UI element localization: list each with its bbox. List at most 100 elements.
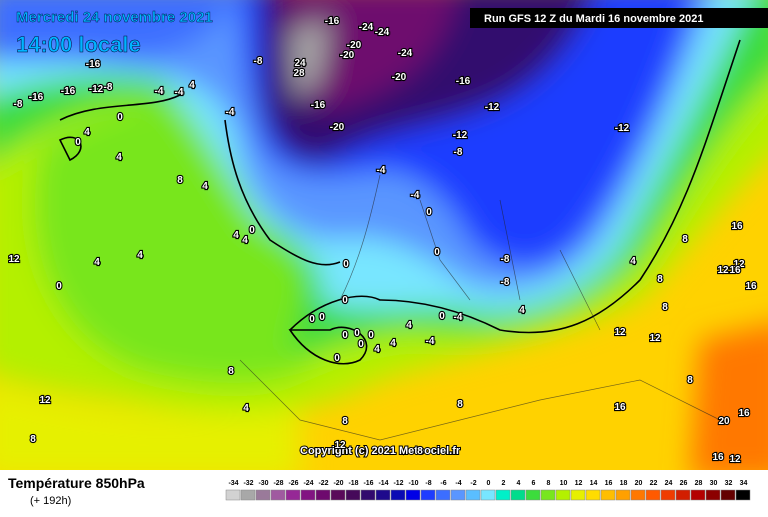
legend-swatch (345, 489, 361, 501)
contour-label: 12 (729, 454, 741, 465)
contour-label: 16 (729, 265, 741, 276)
legend-swatch (240, 489, 256, 501)
contour-label: -12 (453, 130, 468, 141)
contour-label: 16 (745, 281, 757, 292)
contour-label: -20 (330, 122, 345, 133)
contour-label: 16 (614, 402, 626, 413)
contour-label: -16 (456, 76, 471, 87)
contour-label: 8 (687, 375, 693, 386)
contour-label: 16 (731, 221, 743, 232)
contour-label: 8 (417, 446, 423, 457)
legend-swatch (705, 489, 721, 501)
contour-label: -16 (86, 59, 101, 70)
contour-label: 4 (116, 152, 122, 163)
legend-swatch (660, 489, 676, 501)
legend-swatch (315, 489, 331, 501)
legend-tick-label: 20 (635, 480, 643, 487)
contour-label: -20 (392, 72, 407, 83)
contour-label: 16 (712, 452, 724, 463)
legend-tick-label: 32 (725, 480, 733, 487)
contour-label: 12 (614, 327, 626, 338)
legend-tick-label: -24 (303, 480, 313, 487)
legend-swatch (735, 489, 751, 501)
legend-tick-label: 14 (590, 480, 598, 487)
contour-label: 0 (439, 311, 445, 322)
legend-swatch (405, 489, 421, 501)
legend-swatch (360, 489, 376, 501)
contour-label: -24 (398, 48, 413, 59)
contour-label: -4 (426, 336, 435, 347)
contour-label: 4 (94, 257, 100, 268)
contour-label: 0 (368, 330, 374, 341)
legend-tick-label: -12 (393, 480, 403, 487)
contour-label: 0 (249, 225, 255, 236)
contour-label: -4 (226, 107, 235, 118)
contour-label: 8 (342, 416, 348, 427)
contour-label: 12 (334, 440, 346, 451)
legend-title: Température 850hPa (8, 475, 145, 491)
contour-label: 4 (84, 127, 90, 138)
contour-label: 0 (309, 314, 315, 325)
legend-swatch (300, 489, 316, 501)
legend-tick-label: -28 (273, 480, 283, 487)
contour-label: 20 (718, 416, 730, 427)
contour-label: -12 (89, 84, 104, 95)
contour-label: -20 (340, 50, 355, 61)
contour-label: -16 (311, 100, 326, 111)
contour-label: 4 (233, 230, 239, 241)
legend-tick-label: 26 (680, 480, 688, 487)
forecast-time: 14:00 locale (16, 32, 141, 57)
contour-label: 0 (426, 207, 432, 218)
contour-label: 4 (137, 250, 143, 261)
contour-label: 28 (293, 68, 305, 79)
contour-label: 4 (374, 344, 380, 355)
legend-swatch (450, 489, 466, 501)
legend-swatch (435, 489, 451, 501)
legend-tick-label: 2 (502, 480, 506, 487)
contour-label: 0 (342, 330, 348, 341)
legend-tick-label: -34 (228, 480, 238, 487)
contour-label: 0 (319, 312, 325, 323)
legend-tick-label: 34 (740, 480, 748, 487)
legend-tick-label: -30 (258, 480, 268, 487)
legend-swatch (495, 489, 511, 501)
legend-tick-label: -10 (408, 480, 418, 487)
contour-label: 16 (738, 408, 750, 419)
legend-swatch (465, 489, 481, 501)
contour-label: -4 (454, 312, 463, 323)
contour-label: 4 (630, 256, 636, 267)
contour-label: 0 (434, 247, 440, 258)
contour-label: 24 (294, 58, 306, 69)
legend-tick-label: -20 (333, 480, 343, 487)
run-info: Run GFS 12 Z du Mardi 16 novembre 2021 (484, 13, 703, 25)
legend-swatch (255, 489, 271, 501)
contour-label: -12 (615, 123, 630, 134)
contour-label: 4 (202, 181, 208, 192)
legend-tick-label: -6 (440, 480, 446, 487)
contour-label: 8 (228, 366, 234, 377)
legend-swatch (420, 489, 436, 501)
contour-label: 4 (519, 305, 525, 316)
legend-swatch (600, 489, 616, 501)
legend-tick-label: 24 (665, 480, 673, 487)
legend-swatch (690, 489, 706, 501)
contour-label: -16 (61, 86, 76, 97)
legend-tick-label: -26 (288, 480, 298, 487)
legend-swatch (585, 489, 601, 501)
legend-tick-label: 6 (532, 480, 536, 487)
contour-label: 12 (717, 265, 729, 276)
legend-swatch (540, 489, 556, 501)
legend-swatch (615, 489, 631, 501)
contour-label: -20 (347, 40, 362, 51)
legend-swatch (225, 489, 241, 501)
copyright: Copyright (c) 2021 Meteociel.fr (300, 445, 461, 457)
legend-tick-label: -22 (318, 480, 328, 487)
contour-label: -12 (485, 102, 500, 113)
contour-label: 4 (390, 338, 396, 349)
legend-tick-label: 12 (575, 480, 583, 487)
contour-label: 0 (75, 137, 81, 148)
legend-swatch (270, 489, 286, 501)
legend-tick-label: 0 (487, 480, 491, 487)
contour-label: -4 (175, 87, 184, 98)
legend-swatch (285, 489, 301, 501)
